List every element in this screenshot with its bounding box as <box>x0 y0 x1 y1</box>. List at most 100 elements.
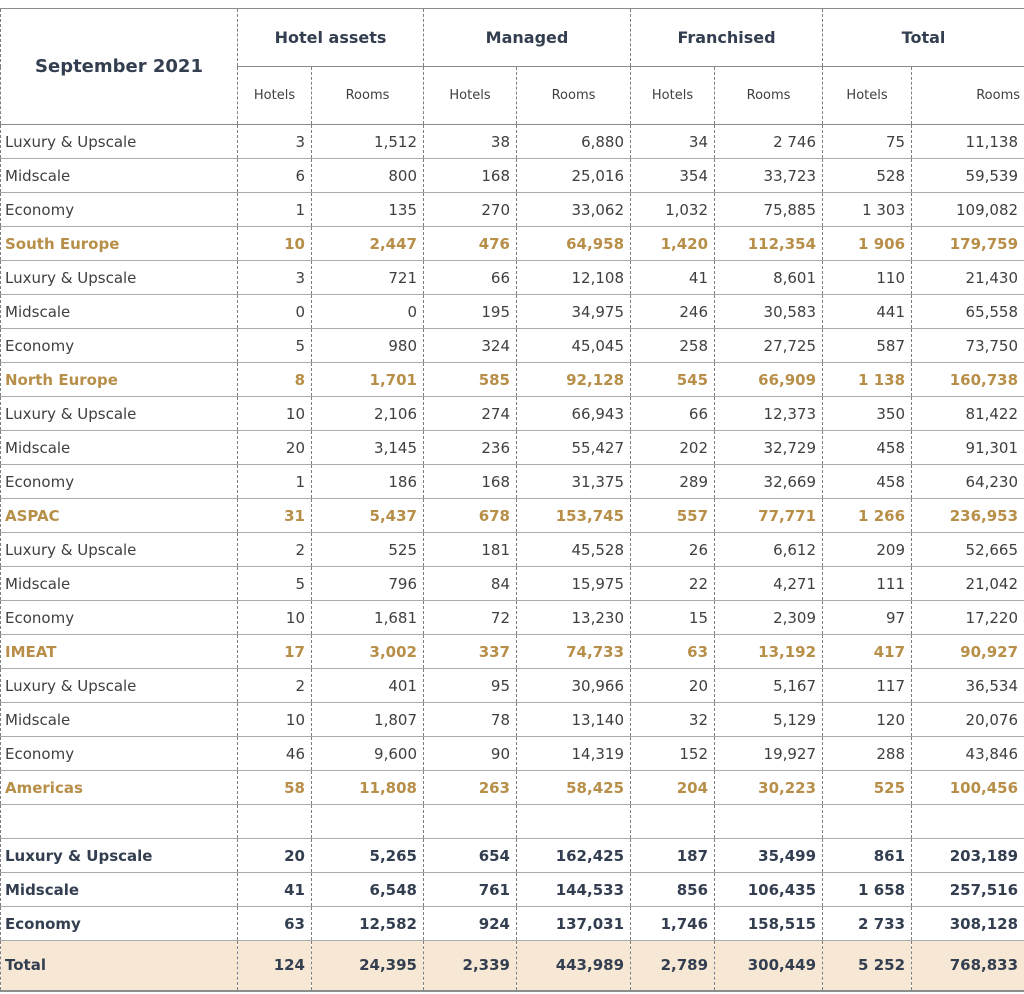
hotels-value: 78 <box>423 702 517 737</box>
rooms-value: 64,230 <box>911 464 1024 499</box>
hotels-value: 117 <box>822 668 913 703</box>
region-total-row: IMEAT 17 3,002 337 74,733 63 13,192 417 90,927 <box>0 634 1024 669</box>
rooms-value: 64,958 <box>516 226 632 261</box>
group-header-row: September 2021 Hotel assets Managed Fran… <box>0 8 1024 125</box>
hotels-value: 10 <box>237 600 312 635</box>
table-row: Midscale 20 3,145 236 55,427 202 32,729 458 91,3… <box>0 430 1024 465</box>
rooms-value: 31,375 <box>516 464 632 499</box>
rooms-value: 58,425 <box>516 770 632 805</box>
hotels-value: 34 <box>630 124 716 159</box>
table-row: Midscale 0 0 195 34,975 246 30,583 441 65,558 <box>0 294 1024 329</box>
hotels-value: 458 <box>822 464 913 499</box>
hotel-portfolio-table: September 2021 Hotel assets Managed Fran… <box>0 8 1024 992</box>
sub-header-row: Hotels Rooms Hotels Rooms Hotels Rooms H… <box>1 66 1024 125</box>
rooms-value: 2,309 <box>714 600 824 635</box>
rooms-value: 525 <box>311 532 424 567</box>
hotels-value: 587 <box>822 328 913 363</box>
subheader-rooms: Rooms <box>516 66 632 125</box>
hotels-value: 20 <box>630 668 716 703</box>
rooms-value: 66,909 <box>714 362 824 397</box>
hotels-value: 1 <box>237 464 312 499</box>
rooms-value: 3,002 <box>311 634 424 669</box>
hotels-value: 2 733 <box>822 906 913 941</box>
rooms-value: 45,045 <box>516 328 632 363</box>
subheader-hotels: Hotels <box>630 66 716 125</box>
hotels-value <box>423 804 517 839</box>
table-row: Midscale 6 800 168 25,016 354 33,723 528 59,539 <box>0 158 1024 193</box>
rooms-value: 203,189 <box>911 838 1024 873</box>
row-label: IMEAT <box>0 634 238 669</box>
hotels-value: 2,789 <box>630 940 716 991</box>
rooms-value: 257,516 <box>911 872 1024 907</box>
hotels-value: 111 <box>822 566 913 601</box>
rooms-value: 74,733 <box>516 634 632 669</box>
rooms-value: 21,042 <box>911 566 1024 601</box>
hotels-value <box>237 804 312 839</box>
hotels-value: 678 <box>423 498 517 533</box>
table-body: Luxury & Upscale 3 1,512 38 6,880 34 2 746 75 11… <box>0 124 1024 991</box>
rooms-value: 8,601 <box>714 260 824 295</box>
hotels-value: 525 <box>822 770 913 805</box>
hotels-value: 152 <box>630 736 716 771</box>
hotels-value: 1 658 <box>822 872 913 907</box>
hotels-value: 10 <box>237 226 312 261</box>
region-total-row: South Europe 10 2,447 476 64,958 1,420 112,354… <box>0 226 1024 261</box>
rooms-value: 1,512 <box>311 124 424 159</box>
hotels-value: 124 <box>237 940 312 991</box>
row-label: South Europe <box>0 226 238 261</box>
hotels-value: 924 <box>423 906 517 941</box>
rooms-value: 45,528 <box>516 532 632 567</box>
subheader-hotels: Hotels <box>423 66 517 125</box>
row-label: Midscale <box>0 158 238 193</box>
subheader-rooms: Rooms <box>911 66 1024 125</box>
row-label: Luxury & Upscale <box>0 668 238 703</box>
rooms-value <box>714 804 824 839</box>
hotels-value: 585 <box>423 362 517 397</box>
rooms-value: 73,750 <box>911 328 1024 363</box>
rooms-value: 162,425 <box>516 838 632 873</box>
hotels-value: 72 <box>423 600 517 635</box>
rooms-value: 12,582 <box>311 906 424 941</box>
rooms-value: 11,808 <box>311 770 424 805</box>
rooms-value: 13,140 <box>516 702 632 737</box>
row-label: Midscale <box>0 702 238 737</box>
rooms-value: 1,807 <box>311 702 424 737</box>
rooms-value: 2,447 <box>311 226 424 261</box>
row-label: Economy <box>0 600 238 635</box>
hotels-value: 856 <box>630 872 716 907</box>
hotels-value: 209 <box>822 532 913 567</box>
rooms-value: 15,975 <box>516 566 632 601</box>
hotels-value: 66 <box>423 260 517 295</box>
hotels-value: 32 <box>630 702 716 737</box>
hotels-value: 202 <box>630 430 716 465</box>
hotels-value: 84 <box>423 566 517 601</box>
hotels-value: 1 303 <box>822 192 913 227</box>
hotels-value: 2 <box>237 668 312 703</box>
hotels-value: 181 <box>423 532 517 567</box>
hotels-value: 1,032 <box>630 192 716 227</box>
subheader-hotels: Hotels <box>237 66 312 125</box>
segment-total-row: Midscale 41 6,548 761 144,533 856 106,435 1 658… <box>0 872 1024 907</box>
hotels-value: 6 <box>237 158 312 193</box>
hotels-value: 528 <box>822 158 913 193</box>
hotels-value: 41 <box>630 260 716 295</box>
group-header-managed: Managed <box>423 8 632 67</box>
hotels-value: 246 <box>630 294 716 329</box>
rooms-value: 17,220 <box>911 600 1024 635</box>
hotels-value: 263 <box>423 770 517 805</box>
spacer-row <box>0 804 1024 839</box>
rooms-value: 236,953 <box>911 498 1024 533</box>
rooms-value: 401 <box>311 668 424 703</box>
hotels-value: 236 <box>423 430 517 465</box>
rooms-value <box>911 804 1024 839</box>
row-label: Economy <box>0 464 238 499</box>
row-label: Luxury & Upscale <box>0 260 238 295</box>
segment-total-row: Luxury & Upscale 20 5,265 654 162,425 187 35,4… <box>0 838 1024 873</box>
rooms-value: 66,943 <box>516 396 632 431</box>
hotels-value: 31 <box>237 498 312 533</box>
rooms-value: 721 <box>311 260 424 295</box>
rooms-value: 13,230 <box>516 600 632 635</box>
rooms-value: 3,145 <box>311 430 424 465</box>
row-label: North Europe <box>0 362 238 397</box>
